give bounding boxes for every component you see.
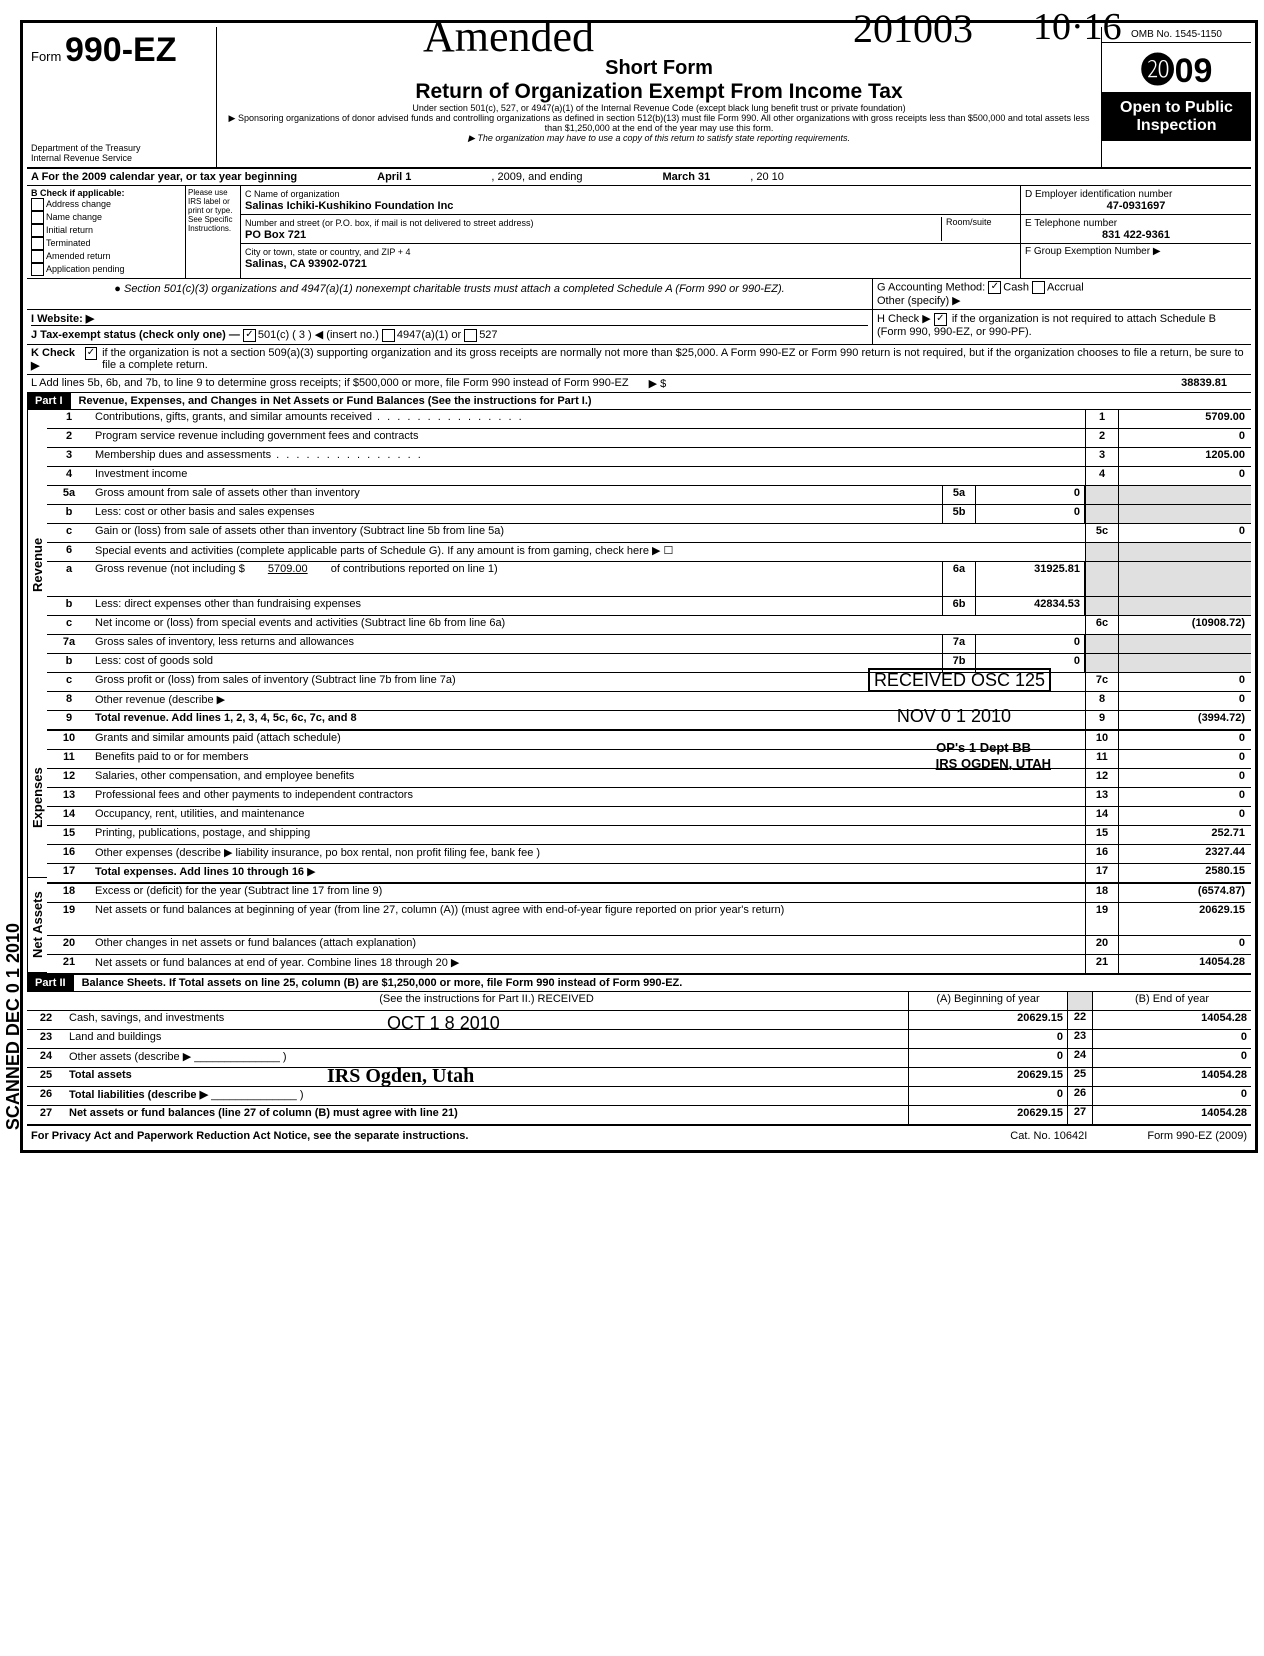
stamp-received: RECEIVED OSC 125 <box>868 670 1051 691</box>
section-gh: ● Section 501(c)(3) organizations and 49… <box>27 279 1251 310</box>
block-c: C Name of organization Salinas Ichiki-Ku… <box>241 186 1020 278</box>
cat-no: Cat. No. 10642I <box>1010 1130 1087 1142</box>
period-yr: , 20 10 <box>750 171 784 183</box>
cb-amend[interactable] <box>31 250 44 263</box>
phone: 831 422-9361 <box>1025 229 1247 241</box>
city-label: City or town, state or country, and ZIP … <box>245 247 411 257</box>
period-mid: , 2009, and ending <box>491 171 582 183</box>
open-public: Open to Public Inspection <box>1102 93 1251 141</box>
cb-accrual[interactable] <box>1032 281 1045 294</box>
privacy: For Privacy Act and Paperwork Reduction … <box>31 1130 468 1142</box>
part1-label: Part I <box>27 393 71 409</box>
stamp-irs1: IRS OGDEN, UTAH <box>936 756 1051 771</box>
d-label: D Employer identification number <box>1025 189 1172 200</box>
block-l: L Add lines 5b, 6b, and 7b, to line 9 to… <box>27 375 1251 393</box>
cb-h[interactable]: ✓ <box>934 313 947 326</box>
expenses-label: Expenses <box>27 719 47 878</box>
part1-title: Revenue, Expenses, and Changes in Net As… <box>71 393 600 409</box>
cb-app[interactable] <box>31 263 44 276</box>
ein: 47-0931697 <box>1025 200 1247 212</box>
part1-header-row: Part I Revenue, Expenses, and Changes in… <box>27 393 1251 410</box>
org-city: Salinas, CA 93902-0721 <box>245 258 367 270</box>
period-start: April 1 <box>377 171 411 183</box>
return-title: Return of Organization Exempt From Incom… <box>225 80 1093 104</box>
form-page: Amended 201003 10·16 Form 990-EZ Departm… <box>20 20 1258 1153</box>
tax-year: 09 <box>1175 52 1213 90</box>
period-row: A For the 2009 calendar year, or tax yea… <box>27 169 1251 186</box>
part2-instr: (See the instructions for Part II.) RECE… <box>65 992 908 1010</box>
cb-cash[interactable]: ✓ <box>988 281 1001 294</box>
org-addr: PO Box 721 <box>245 229 306 241</box>
form-prefix: Form <box>31 49 61 64</box>
cb-527[interactable] <box>464 329 477 342</box>
c-name-label: C Name of organization <box>245 189 340 199</box>
subtitle3: ▶ The organization may have to use a cop… <box>225 134 1093 144</box>
addr-label: Number and street (or P.O. box, if mail … <box>245 218 533 228</box>
subtitle2: ▶ Sponsoring organizations of donor advi… <box>225 114 1093 134</box>
cb-initial[interactable] <box>31 224 44 237</box>
e-label: E Telephone number <box>1025 218 1117 229</box>
j-label: J Tax-exempt status (check only one) — <box>31 329 240 341</box>
cb-k[interactable]: ✓ <box>85 347 97 360</box>
lines-column: 1Contributions, gifts, grants, and simil… <box>47 410 1251 973</box>
block-h: H Check ▶ ✓ if the organization is not r… <box>872 310 1251 344</box>
cb-term[interactable] <box>31 237 44 250</box>
part2-title: Balance Sheets. If Total assets on line … <box>74 975 691 991</box>
part1-body: RECEIVED OSC 125 NOV 0 1 2010 OP's 1 Dep… <box>27 410 1251 975</box>
cb-name[interactable] <box>31 211 44 224</box>
header-info: B Check if applicable: Address change Na… <box>27 186 1251 279</box>
b-title: B Check if applicable: <box>31 188 125 198</box>
dept-treasury: Department of the Treasury <box>31 143 212 153</box>
l-value: 38839.81 <box>1181 377 1247 390</box>
stamp-oct: OCT 1 8 2010 <box>387 1013 500 1034</box>
revenue-label: Revenue <box>27 410 47 719</box>
block-g: G Accounting Method: ✓Cash Accrual Other… <box>872 279 1251 309</box>
right-top: OMB No. 1545-1150 ⓴09 Open to Public Ins… <box>1101 27 1251 167</box>
cb-501c[interactable]: ✓ <box>243 329 256 342</box>
period-label: A For the 2009 calendar year, or tax yea… <box>31 171 297 183</box>
form-box: Form 990-EZ Department of the Treasury I… <box>27 27 217 167</box>
form-number: 990-EZ <box>65 31 177 69</box>
section-ij: I Website: ▶ J Tax-exempt status (check … <box>27 310 1251 345</box>
side-stamp: SCANNED DEC 0 1 2010 <box>3 923 24 1130</box>
part2-body: OCT 1 8 2010 IRS Ogden, Utah 22Cash, sav… <box>27 1011 1251 1126</box>
cb-4947[interactable] <box>382 329 395 342</box>
org-name: Salinas Ichiki-Kushikino Foundation Inc <box>245 200 453 212</box>
attach-note: ● Section 501(c)(3) organizations and 49… <box>27 279 872 309</box>
block-k: K Check ▶ ✓ if the organization is not a… <box>27 345 1251 375</box>
title-box: Short Form Return of Organization Exempt… <box>217 27 1101 146</box>
f-label: F Group Exemption Number ▶ <box>1021 244 1251 259</box>
please-box: Please use IRS label or print or type. S… <box>186 186 241 278</box>
header-row: Form 990-EZ Department of the Treasury I… <box>27 27 1251 169</box>
stamp-ops: OP's 1 Dept BB <box>936 740 1031 755</box>
block-b: B Check if applicable: Address change Na… <box>27 186 186 278</box>
footer-row: For Privacy Act and Paperwork Reduction … <box>27 1126 1251 1146</box>
period-end: March 31 <box>663 171 711 183</box>
room-label: Room/suite <box>941 217 1016 241</box>
omb: OMB No. 1545-1150 <box>1102 27 1251 43</box>
stamp-irs2: IRS Ogden, Utah <box>327 1065 474 1088</box>
part2-header-row: Part II Balance Sheets. If Total assets … <box>27 975 1251 992</box>
block-def: D Employer identification number 47-0931… <box>1020 186 1251 278</box>
short-form: Short Form <box>225 57 1093 80</box>
cb-addr[interactable] <box>31 198 44 211</box>
part2-label: Part II <box>27 975 74 991</box>
netassets-label: Net Assets <box>27 878 47 973</box>
stamp-nov: NOV 0 1 2010 <box>897 706 1011 727</box>
form-foot: Form 990-EZ (2009) <box>1147 1130 1247 1142</box>
i-label: I Website: ▶ <box>31 313 94 325</box>
irs-label: Internal Revenue Service <box>31 153 212 163</box>
